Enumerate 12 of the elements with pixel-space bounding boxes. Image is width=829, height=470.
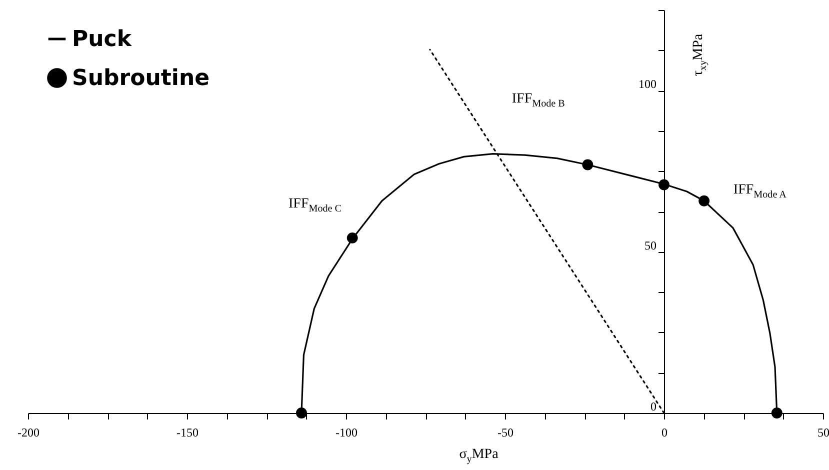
x-tick-label: -200 — [18, 426, 40, 440]
y-axis-title: τxyMPa — [691, 33, 710, 76]
x-tick-label: -50 — [498, 426, 514, 440]
legend-label: Puck — [72, 27, 133, 52]
y-tick-label: 0 — [650, 400, 656, 414]
x-tick-label: -100 — [336, 426, 358, 440]
y-tick-label: 100 — [638, 77, 656, 92]
x-tick-label: 50 — [818, 426, 829, 440]
legend-label: Subroutine — [72, 66, 210, 91]
y-tick-label: 50 — [644, 238, 656, 252]
x-tick-label: -150 — [176, 426, 198, 440]
x-tick-label: 0 — [662, 426, 668, 440]
